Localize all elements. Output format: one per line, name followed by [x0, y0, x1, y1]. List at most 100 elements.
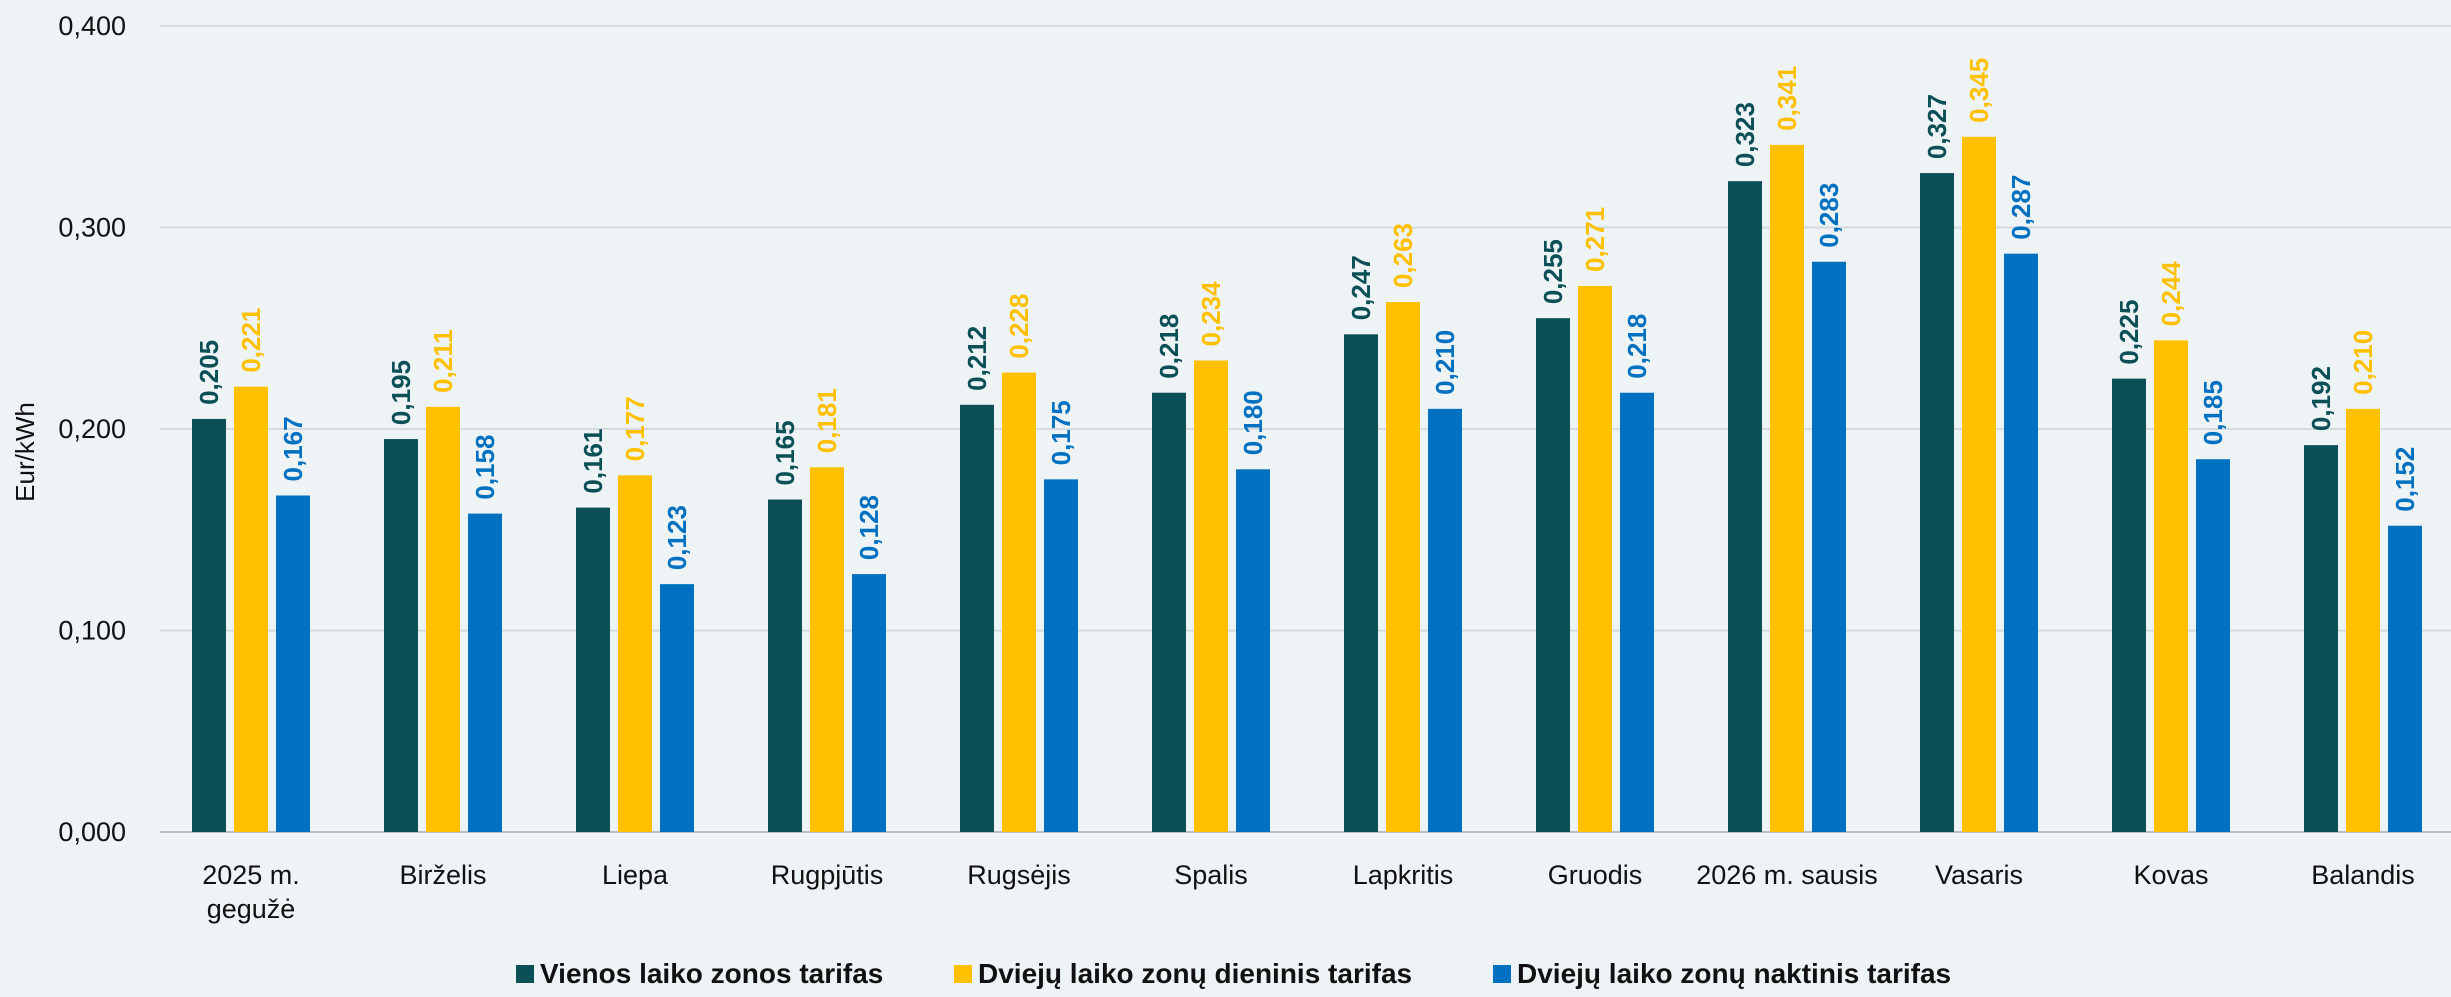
data-labels: 0,205 0,221 0,167 0,195 0,211 0,158 0,161 0,177… [194, 58, 2420, 570]
x-axis-categories: 2025 m. gegužė Birželis Liepa Rugpjūtis Rugsė… [202, 860, 2415, 924]
y-axis-title: Eur/kWh [10, 402, 40, 502]
data-label: 0,165 [770, 420, 800, 485]
data-label: 0,212 [962, 326, 992, 391]
bar [1770, 144, 1804, 832]
bar [2388, 525, 2422, 832]
data-label: 0,323 [1730, 102, 1760, 167]
data-label: 0,218 [1622, 314, 1652, 379]
legend-label: Vienos laiko zonos tarifas [540, 958, 883, 989]
bar [2346, 408, 2380, 832]
bar [1044, 479, 1078, 832]
data-label: 0,152 [2390, 447, 2420, 512]
bar [1920, 173, 1954, 833]
bar [192, 418, 226, 832]
data-label: 0,247 [1346, 255, 1376, 320]
y-tick-label: 0,400 [58, 11, 126, 41]
legend: Vienos laiko zonos tarifas Dviejų laiko z… [516, 958, 1951, 989]
data-label: 0,218 [1154, 314, 1184, 379]
bar [576, 507, 610, 832]
x-category-label: Lapkritis [1353, 860, 1454, 890]
bar [1344, 334, 1378, 832]
y-tick-label: 0,300 [58, 213, 126, 243]
bar [2004, 253, 2038, 832]
data-label: 0,175 [1046, 400, 1076, 465]
data-label: 0,210 [2348, 330, 2378, 395]
data-label: 0,271 [1580, 207, 1610, 272]
data-label: 0,283 [1814, 183, 1844, 248]
bar [810, 467, 844, 832]
data-label: 0,255 [1538, 239, 1568, 304]
x-category-label: gegužė [207, 894, 296, 924]
bar [2154, 340, 2188, 832]
bar [618, 475, 652, 832]
bar [768, 499, 802, 832]
data-label: 0,177 [620, 396, 650, 461]
data-label: 0,263 [1388, 223, 1418, 288]
data-label: 0,195 [386, 360, 416, 425]
bars [192, 136, 2422, 833]
x-category-label: Rugpjūtis [771, 860, 884, 890]
bar [2112, 378, 2146, 832]
bar [1194, 360, 1228, 832]
bar [960, 404, 994, 832]
y-tick-label: 0,100 [58, 616, 126, 646]
data-label: 0,210 [1430, 330, 1460, 395]
y-tick-label: 0,200 [58, 414, 126, 444]
bar [1578, 285, 1612, 832]
x-category-label: Vasaris [1935, 860, 2023, 890]
data-label: 0,205 [194, 340, 224, 405]
x-category-label: Rugsėjis [967, 860, 1071, 890]
data-label: 0,161 [578, 429, 608, 494]
legend-swatch [1493, 965, 1511, 983]
bar [1812, 261, 1846, 832]
bar [1386, 302, 1420, 832]
bar [1002, 372, 1036, 832]
y-axis-ticks: 0,000 0,100 0,200 0,300 0,400 [58, 11, 126, 847]
data-label: 0,225 [2114, 300, 2144, 365]
data-label: 0,234 [1196, 281, 1226, 347]
bar [1428, 408, 1462, 832]
bar [1536, 318, 1570, 832]
data-label: 0,327 [1922, 94, 1952, 159]
x-category-label: Balandis [2311, 860, 2415, 890]
x-category-label: Gruodis [1548, 860, 1643, 890]
data-label: 0,180 [1238, 390, 1268, 455]
bar [1620, 392, 1654, 832]
legend-label: Dviejų laiko zonų naktinis tarifas [1517, 958, 1951, 989]
bar [1962, 136, 1996, 832]
legend-label: Dviejų laiko zonų dieninis tarifas [978, 958, 1412, 989]
bar [384, 439, 418, 832]
x-category-label: Birželis [399, 860, 486, 890]
bar [1152, 392, 1186, 832]
bar [276, 495, 310, 832]
bar [426, 406, 460, 832]
x-category-label: Spalis [1174, 860, 1248, 890]
x-category-label: 2026 m. sausis [1696, 860, 1878, 890]
bar [1728, 181, 1762, 832]
bar [1236, 469, 1270, 832]
data-label: 0,287 [2006, 175, 2036, 240]
bar [234, 386, 268, 832]
legend-swatch [954, 965, 972, 983]
legend-swatch [516, 965, 534, 983]
gridlines [160, 25, 2451, 833]
data-label: 0,211 [428, 329, 458, 393]
x-category-label: Liepa [602, 860, 669, 890]
y-tick-label: 0,000 [58, 817, 126, 847]
bar [660, 584, 694, 832]
data-label: 0,181 [812, 388, 842, 453]
data-label: 0,128 [854, 495, 884, 560]
data-label: 0,192 [2306, 366, 2336, 431]
data-label: 0,341 [1772, 66, 1802, 131]
data-label: 0,123 [662, 505, 692, 570]
bar [2196, 459, 2230, 832]
data-label: 0,228 [1004, 294, 1034, 359]
data-label: 0,244 [2156, 261, 2186, 327]
x-category-label: 2025 m. [202, 860, 300, 890]
data-label: 0,221 [236, 308, 266, 373]
bar [468, 513, 502, 832]
data-label: 0,158 [470, 435, 500, 500]
data-label: 0,185 [2198, 380, 2228, 445]
